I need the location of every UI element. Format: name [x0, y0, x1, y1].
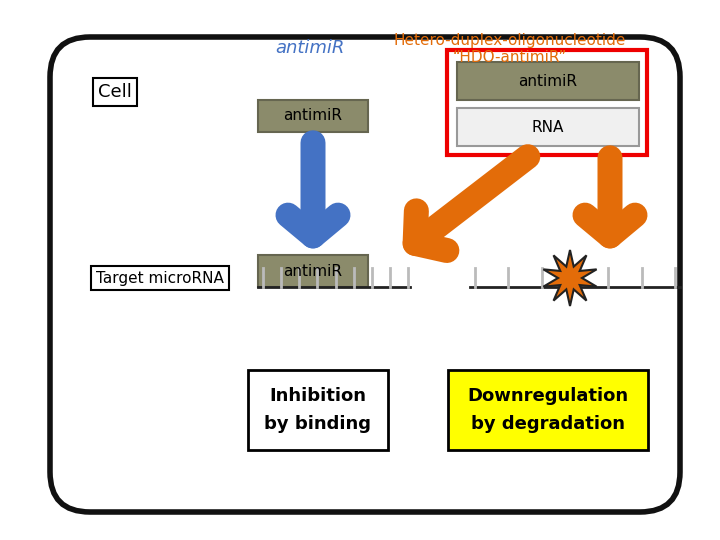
- Text: antimiR: antimiR: [518, 73, 577, 89]
- Text: antimiR: antimiR: [284, 264, 343, 279]
- Bar: [447, 50, 647, 155]
- Text: Hetero-duplex-oligonucleotide: Hetero-duplex-oligonucleotide: [394, 32, 626, 48]
- Text: by binding: by binding: [264, 415, 372, 433]
- Text: antimiR: antimiR: [284, 109, 343, 124]
- Text: antimiR: antimiR: [275, 39, 345, 57]
- Bar: [248, 370, 388, 450]
- Text: RNA: RNA: [532, 119, 564, 134]
- Polygon shape: [544, 250, 597, 306]
- Text: by degradation: by degradation: [471, 415, 625, 433]
- Text: Inhibition: Inhibition: [269, 387, 366, 405]
- Text: Downregulation: Downregulation: [467, 387, 629, 405]
- Bar: [448, 370, 648, 450]
- Bar: [258, 100, 368, 132]
- Text: Target microRNA: Target microRNA: [96, 271, 224, 286]
- FancyBboxPatch shape: [50, 37, 680, 512]
- Bar: [457, 108, 639, 146]
- Bar: [457, 62, 639, 100]
- Bar: [258, 255, 368, 287]
- Text: “HDO-antimiR”: “HDO-antimiR”: [453, 51, 567, 65]
- Text: Cell: Cell: [98, 83, 132, 101]
